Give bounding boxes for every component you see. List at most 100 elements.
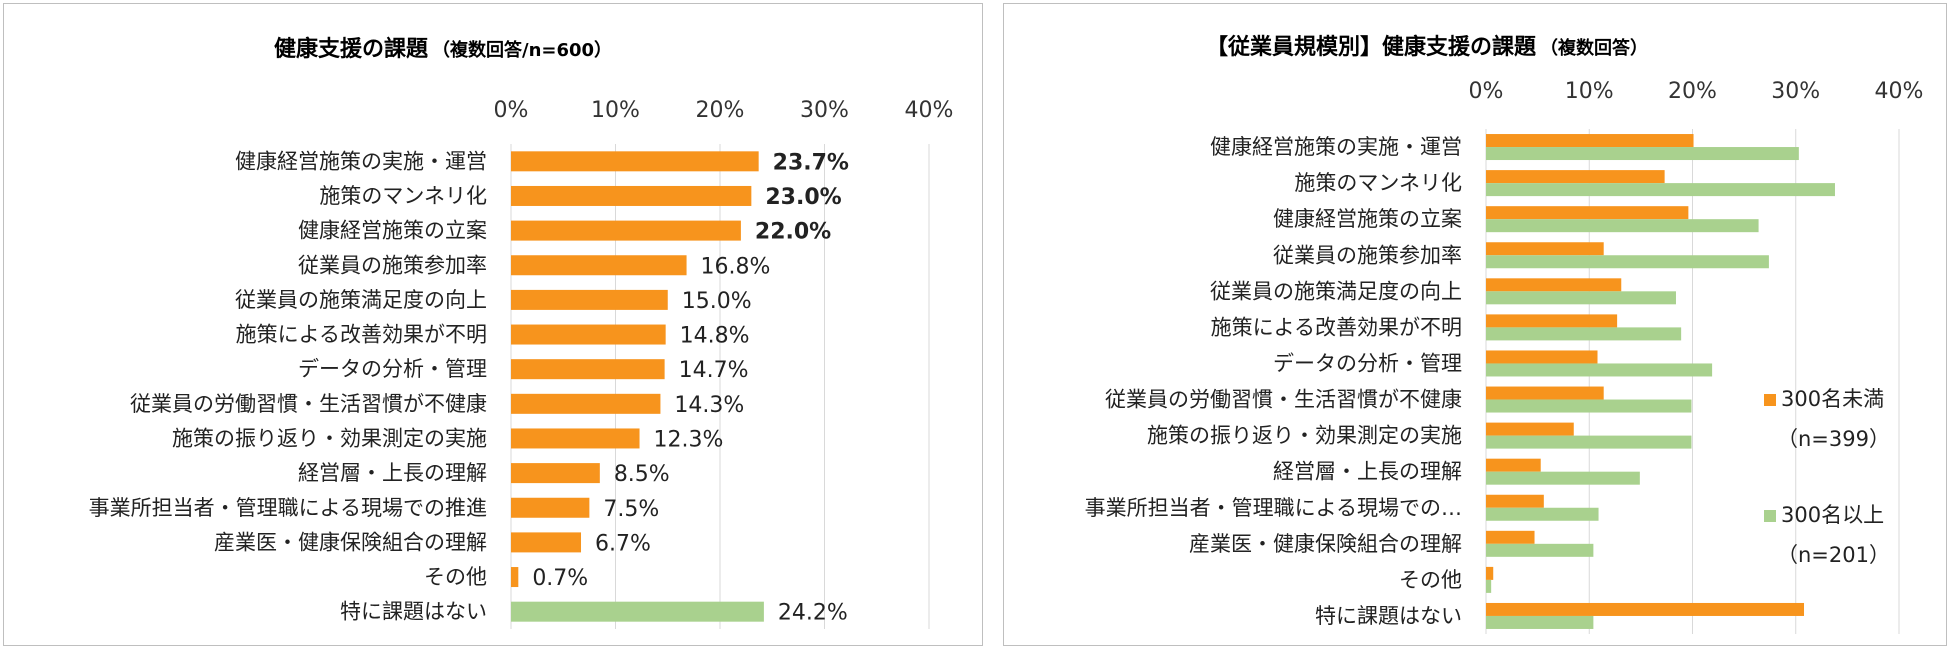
category-label: 施策による改善効果が不明 bbox=[236, 323, 487, 347]
data-label: 22.0% bbox=[755, 220, 831, 245]
bar bbox=[511, 463, 600, 484]
bar-series-b bbox=[1486, 507, 1599, 521]
bar bbox=[511, 151, 759, 172]
x-tick-label: 30% bbox=[1771, 79, 1820, 104]
x-tick-label: 30% bbox=[800, 98, 849, 123]
bar bbox=[511, 428, 640, 449]
data-label: 6.7% bbox=[595, 531, 651, 556]
x-tick-label: 40% bbox=[905, 98, 954, 123]
chart-left-title: 健康支援の課題 （複数回答/n=600） bbox=[274, 36, 612, 62]
bar-series-a bbox=[1486, 530, 1535, 544]
x-tick-label: 0% bbox=[494, 98, 529, 123]
x-tick-label: 0% bbox=[1469, 79, 1504, 104]
data-label: 15.0% bbox=[682, 289, 752, 314]
bar-series-b bbox=[1486, 255, 1769, 269]
x-tick-label: 40% bbox=[1875, 79, 1924, 104]
category-label: 経営層・上長の理解 bbox=[298, 461, 487, 485]
chart-right: 【従業員規模別】健康支援の課題 （複数回答） 0% 10% 20% 30% 40% 健康経… bbox=[1085, 34, 1924, 634]
data-label: 14.3% bbox=[674, 393, 744, 418]
bar-series-a bbox=[1486, 566, 1494, 580]
category-label: 健康経営施策の実施・運営 bbox=[1210, 135, 1462, 159]
legend-sublabel: （n=399） bbox=[1777, 427, 1890, 451]
category-label: 特に課題はない bbox=[340, 600, 487, 624]
bar-series-b bbox=[1486, 363, 1713, 377]
category-label: 従業員の施策参加率 bbox=[1273, 243, 1462, 267]
bar bbox=[511, 185, 752, 206]
data-label: 14.8% bbox=[680, 324, 750, 349]
category-label: その他 bbox=[424, 565, 487, 589]
bar bbox=[511, 289, 668, 310]
category-label: 健康経営施策の立案 bbox=[298, 219, 487, 243]
category-label: 健康経営施策の立案 bbox=[1273, 207, 1462, 231]
data-label: 16.8% bbox=[701, 254, 771, 279]
chart-panel-right: 【従業員規模別】健康支援の課題 （複数回答） 0% 10% 20% 30% 40% 健康経… bbox=[1003, 3, 1947, 646]
bar bbox=[511, 497, 590, 518]
bar-series-a bbox=[1486, 386, 1604, 400]
category-label: データの分析・管理 bbox=[1273, 351, 1462, 375]
data-label: 7.5% bbox=[603, 497, 659, 522]
bar-series-b bbox=[1486, 399, 1692, 413]
category-label: 施策の振り返り・効果測定の実施 bbox=[1147, 424, 1462, 448]
legend-swatch bbox=[1764, 510, 1776, 522]
category-label: 事業所担当者・管理職による現場での推進 bbox=[89, 496, 487, 520]
category-label: 健康経営施策の実施・運営 bbox=[235, 149, 487, 173]
category-label: 従業員の施策参加率 bbox=[298, 253, 487, 277]
category-label: 施策のマンネリ化 bbox=[1294, 171, 1462, 195]
data-label: 24.2% bbox=[778, 601, 848, 626]
bar-series-b bbox=[1486, 291, 1676, 305]
bar-series-b bbox=[1486, 579, 1492, 593]
bar-series-b bbox=[1486, 615, 1594, 629]
bar bbox=[511, 567, 519, 588]
bar-series-a bbox=[1486, 170, 1665, 184]
bar bbox=[511, 532, 582, 553]
bar-series-a bbox=[1486, 314, 1618, 328]
bar-series-b bbox=[1486, 327, 1682, 341]
data-label: 0.7% bbox=[532, 566, 588, 591]
legend-swatch bbox=[1764, 394, 1776, 406]
chart-panel-left: 健康支援の課題 （複数回答/n=600） 0% 10% 20% 30% 40% 健康経営施… bbox=[3, 3, 983, 646]
legend-label: 300名未満 bbox=[1781, 387, 1884, 411]
bar-series-a bbox=[1486, 350, 1598, 364]
category-label: 産業医・健康保険組合の理解 bbox=[1189, 532, 1462, 556]
bar-series-a bbox=[1486, 602, 1805, 616]
category-label: データの分析・管理 bbox=[298, 357, 487, 381]
bar-series-b bbox=[1486, 471, 1640, 485]
data-label: 8.5% bbox=[614, 462, 670, 487]
data-label: 14.7% bbox=[679, 358, 749, 383]
category-label: 施策による改善効果が不明 bbox=[1211, 315, 1462, 339]
bar bbox=[511, 601, 764, 622]
category-label: その他 bbox=[1399, 568, 1462, 592]
category-label: 従業員の労働習慣・生活習慣が不健康 bbox=[1105, 388, 1462, 412]
bar bbox=[511, 255, 687, 276]
bar-series-a bbox=[1486, 206, 1689, 220]
legend-sublabel: （n=201） bbox=[1777, 543, 1890, 567]
bar bbox=[511, 359, 665, 380]
category-label: 経営層・上長の理解 bbox=[1273, 460, 1462, 484]
bar-series-b bbox=[1486, 147, 1799, 161]
bar-series-a bbox=[1486, 134, 1694, 148]
x-tick-label: 10% bbox=[1565, 79, 1614, 104]
data-label: 23.7% bbox=[773, 150, 849, 175]
data-label: 23.0% bbox=[765, 185, 841, 210]
category-label: 産業医・健康保険組合の理解 bbox=[214, 530, 487, 554]
category-label: 施策のマンネリ化 bbox=[319, 184, 487, 208]
category-label: 従業員の施策満足度の向上 bbox=[235, 288, 487, 312]
bar-series-a bbox=[1486, 242, 1604, 256]
bar bbox=[511, 393, 661, 414]
bar-series-b bbox=[1486, 219, 1759, 233]
category-label: 従業員の施策満足度の向上 bbox=[1210, 279, 1462, 303]
category-label: 従業員の労働習慣・生活習慣が不健康 bbox=[130, 392, 487, 416]
legend-label: 300名以上 bbox=[1781, 503, 1884, 527]
x-tick-label: 10% bbox=[591, 98, 640, 123]
bar-series-b bbox=[1486, 543, 1594, 557]
bar-series-a bbox=[1486, 458, 1541, 472]
data-label: 12.3% bbox=[654, 427, 724, 452]
bar bbox=[511, 220, 741, 241]
x-tick-label: 20% bbox=[1668, 79, 1717, 104]
category-label: 事業所担当者・管理職による現場での… bbox=[1085, 496, 1462, 520]
x-tick-label: 20% bbox=[696, 98, 745, 123]
bar bbox=[511, 324, 666, 345]
bar-series-a bbox=[1486, 422, 1574, 436]
chart-right-title: 【従業員規模別】健康支援の課題 （複数回答） bbox=[1206, 34, 1648, 60]
category-label: 施策の振り返り・効果測定の実施 bbox=[172, 426, 487, 450]
